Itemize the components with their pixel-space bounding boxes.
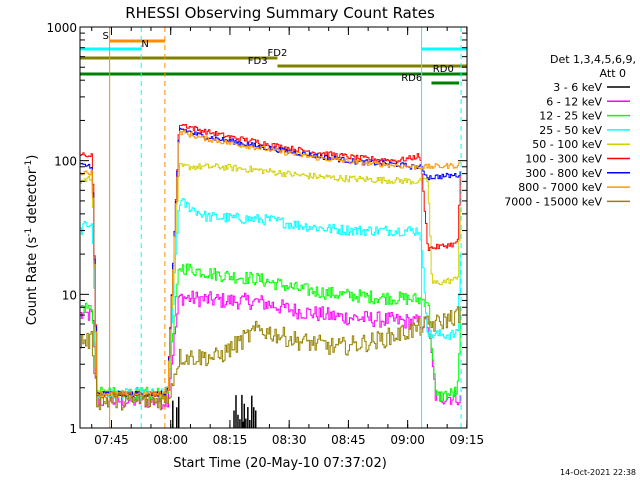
series-line-12-25-kev: [80, 263, 461, 402]
flag-label-rd0: RD0: [433, 64, 454, 75]
y-tick-label: 1000: [46, 21, 77, 35]
y-tick-label: 100: [54, 155, 77, 169]
x-tick-label: 08:00: [153, 433, 188, 447]
legend-header-detectors: Det 1,3,4,5,6,9,: [550, 53, 636, 66]
x-tick-label: 09:00: [390, 433, 425, 447]
generation-timestamp: 14-Oct-2021 22:38: [560, 468, 636, 477]
y-axis-label-mid: detector: [25, 168, 40, 228]
x-tick-label: 08:15: [213, 433, 248, 447]
vertical-markers: [109, 27, 462, 428]
y-tick-label: 10: [62, 288, 77, 302]
chart-title: RHESSI Observing Summary Count Rates: [125, 4, 435, 22]
flag-label-rd6: RD6: [401, 73, 422, 84]
legend-entry-label: 3 - 6 keV: [553, 81, 602, 94]
y-axis: 1 10 100 1000: [46, 21, 467, 436]
legend-entry-label: 25 - 50 keV: [539, 124, 602, 137]
y-axis-label-sup2: -1: [24, 160, 34, 169]
x-tick-label: 07:45: [94, 433, 129, 447]
flag-label-fd2: FD2: [268, 48, 288, 59]
legend-entry-label: 50 - 100 keV: [532, 138, 602, 151]
x-tick-label: 08:30: [272, 433, 307, 447]
legend-entry-label: 300 - 800 keV: [525, 167, 602, 180]
flag-label-s: S: [102, 31, 108, 42]
series-line-7000-15000-kev: [80, 306, 461, 411]
flag-label-fd3: FD3: [248, 56, 268, 67]
legend-entry-label: 6 - 12 keV: [546, 95, 602, 108]
y-axis-label-sup1: -1: [24, 228, 34, 237]
x-tick-label: 08:45: [331, 433, 366, 447]
y-axis-label-end: ): [25, 155, 40, 160]
legend-header-attenuator: Att 0: [600, 67, 626, 80]
legend-entry-label: 12 - 25 keV: [539, 110, 602, 123]
flag-label-n: N: [141, 39, 148, 50]
series-group: [80, 124, 461, 428]
plot-frame: [79, 26, 468, 429]
y-axis-label-start: Count Rate (s: [25, 237, 40, 326]
y-tick-label: 1: [69, 422, 77, 436]
legend-entry-label: 800 - 7000 keV: [518, 181, 602, 194]
y-axis-label: Count Rate (s-1 detector-1): [24, 155, 40, 326]
x-axis-label: Start Time (20-May-10 07:37:02): [173, 456, 387, 471]
x-tick-label: 09:15: [450, 433, 485, 447]
legend-entry-label: 7000 - 15000 keV: [504, 195, 602, 208]
legend-entry-label: 100 - 300 keV: [525, 153, 602, 166]
x-axis: 07:45 08:00 08:15 08:30 08:45 09:00 09:15: [91, 27, 485, 447]
series-line-800-7000-kev: [80, 130, 461, 397]
